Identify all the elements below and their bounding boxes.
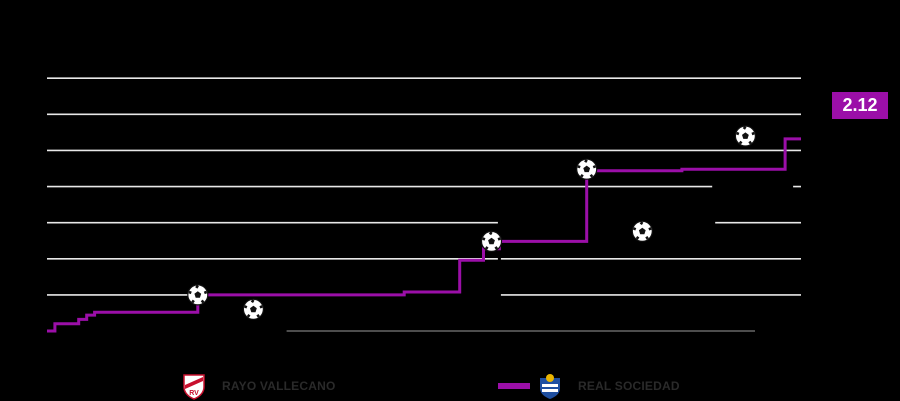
real-sociedad-crest-icon bbox=[540, 374, 560, 399]
legend-label-home: RAYO VALLECANO bbox=[222, 379, 336, 393]
legend-swatch-real-sociedad bbox=[498, 383, 530, 389]
series-lines bbox=[47, 137, 801, 333]
soccer-ball-icon bbox=[734, 125, 757, 147]
soccer-ball-icon bbox=[242, 298, 264, 320]
legend-label-away: REAL SOCIEDAD bbox=[578, 379, 680, 393]
series-line-real-sociedad bbox=[47, 137, 801, 333]
final-xg-badge: 2.12 bbox=[832, 92, 888, 119]
soccer-ball-icon bbox=[480, 230, 503, 252]
soccer-ball-icon bbox=[631, 220, 653, 242]
legend-item-real-sociedad: REAL SOCIEDAD bbox=[498, 372, 680, 400]
legend-item-rayo-vallecano: RV RAYO VALLECANO bbox=[180, 372, 335, 400]
series-line-rayo-vallecano bbox=[134, 185, 794, 333]
gridlines bbox=[47, 77, 801, 296]
rayo-vallecano-crest-icon: RV bbox=[183, 374, 205, 400]
soccer-ball-icon bbox=[187, 284, 209, 306]
legend: RV RAYO VALLECANO REAL SOCIEDAD bbox=[0, 372, 900, 400]
goal-markers bbox=[187, 125, 757, 320]
soccer-ball-icon bbox=[576, 158, 598, 180]
svg-text:RV: RV bbox=[189, 390, 199, 397]
